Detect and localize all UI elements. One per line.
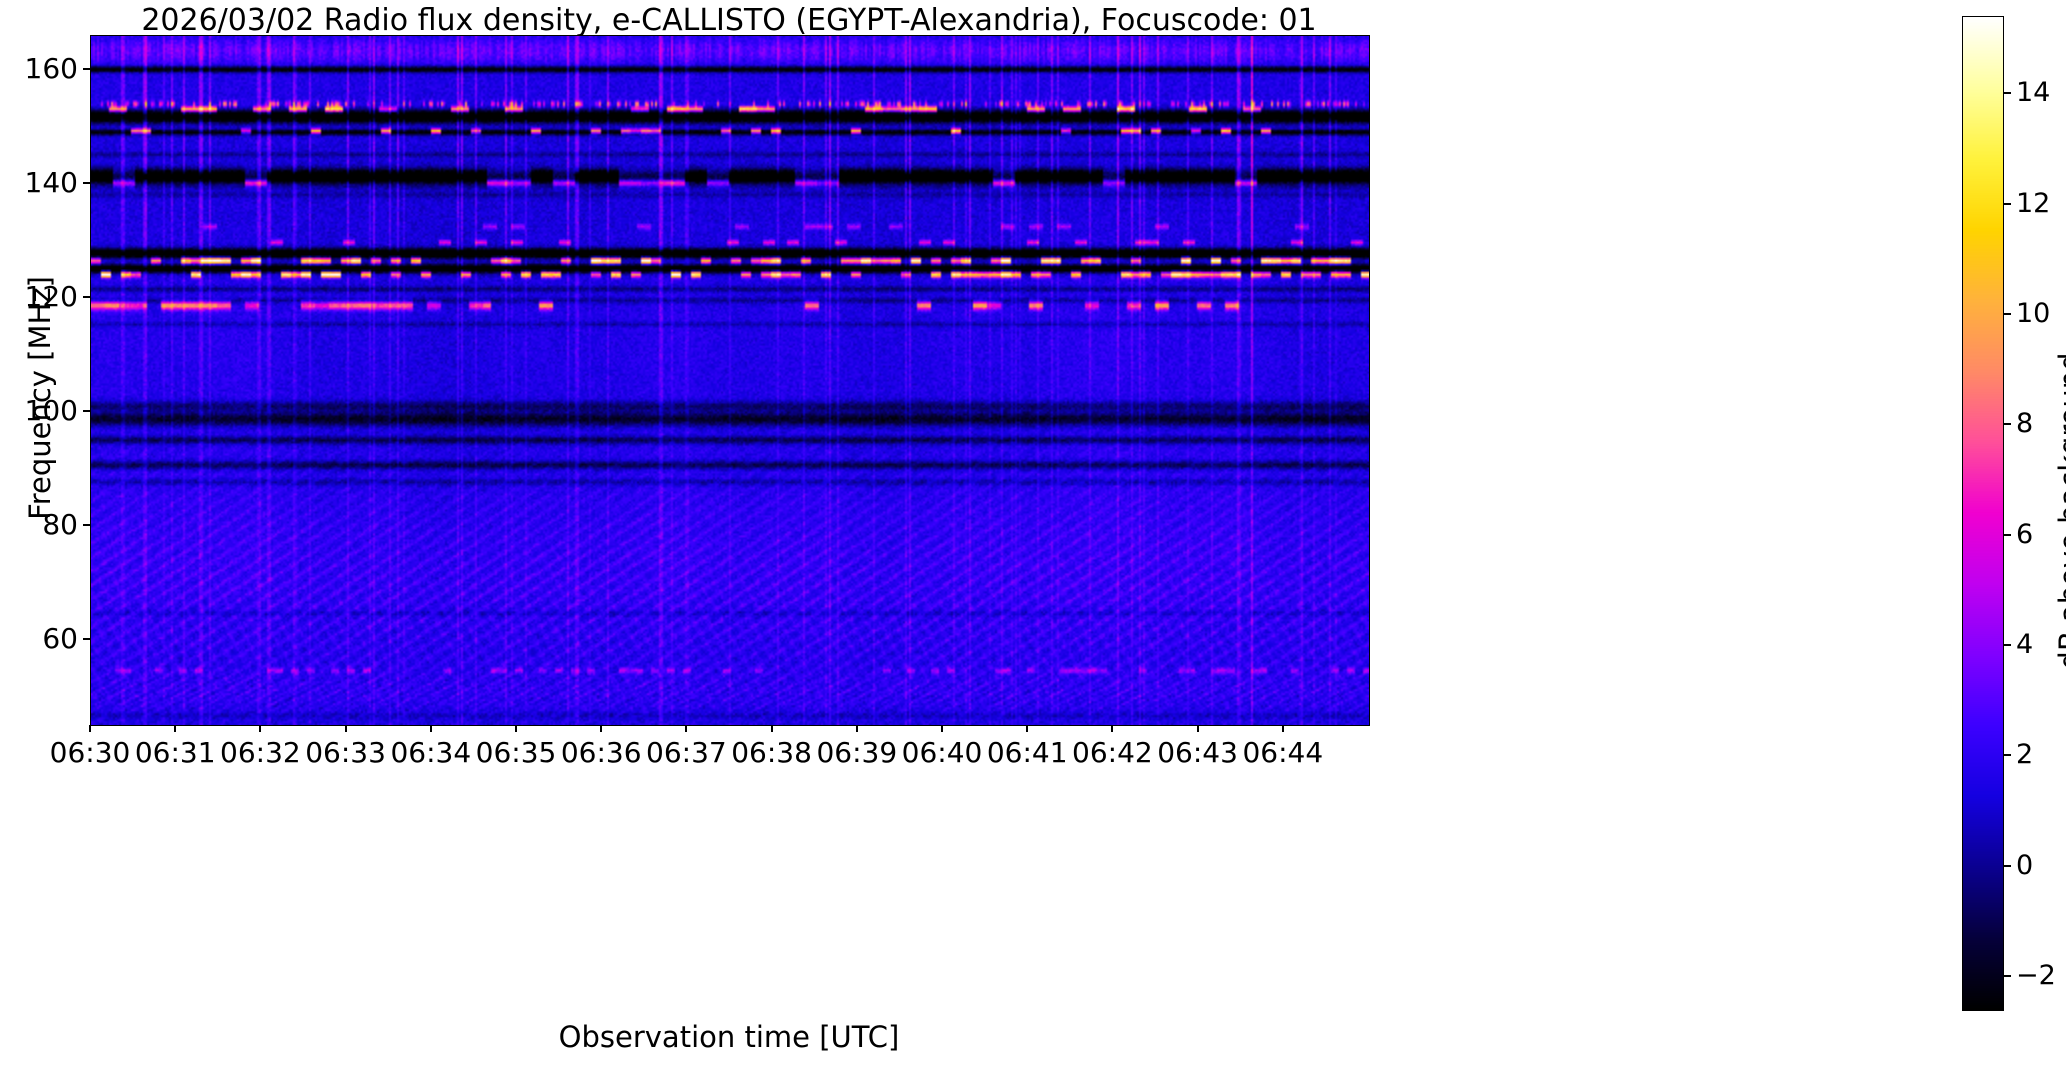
x-tick-label: 06:42 bbox=[1072, 736, 1153, 769]
y-tick-mark bbox=[83, 182, 90, 185]
y-axis-label: Frequency [MHz] bbox=[23, 276, 57, 520]
y-tick-label: 80 bbox=[42, 507, 78, 541]
x-tick-mark bbox=[1026, 725, 1029, 732]
x-tick-label: 06:30 bbox=[49, 736, 131, 769]
x-tick-mark bbox=[1196, 725, 1199, 732]
y-tick-mark bbox=[83, 523, 90, 526]
y-tick-label: 160 bbox=[24, 52, 78, 86]
y-axis-label-wrapper: Frequency [MHz] bbox=[8, 35, 57, 725]
colorbar-tick-mark bbox=[2004, 202, 2011, 205]
x-tick-mark bbox=[1281, 725, 1284, 732]
colorbar-tick-mark bbox=[2004, 423, 2011, 426]
colorbar-tick-mark bbox=[2004, 974, 2011, 977]
x-tick-label: 06:43 bbox=[1157, 736, 1238, 769]
x-tick-mark bbox=[89, 725, 91, 732]
colorbar-tick-label: 6 bbox=[2016, 518, 2034, 550]
y-axis: 60 80 100 120 140 160 bbox=[0, 35, 90, 726]
colorbar-tick-label: 2 bbox=[2016, 739, 2034, 771]
colorbar-tick-label: −2 bbox=[2016, 959, 2056, 991]
y-tick-label: 60 bbox=[42, 621, 78, 655]
x-tick-mark bbox=[515, 725, 517, 732]
colorbar-tick-mark bbox=[2004, 92, 2011, 95]
y-tick-mark bbox=[83, 409, 90, 412]
y-tick-mark bbox=[83, 68, 90, 71]
colorbar-tick-label: 0 bbox=[2016, 849, 2034, 881]
colorbar-label-wrapper: dB above background bbox=[2048, 16, 2066, 1009]
x-tick-label: 06:37 bbox=[646, 736, 727, 769]
colorbar: dB above background −2 0 2 4 6 8 10 12 14 bbox=[1962, 16, 2066, 1025]
x-tick-label: 06:32 bbox=[220, 736, 301, 769]
x-axis-label: Observation time [UTC] bbox=[558, 1020, 900, 1054]
colorbar-tick-mark bbox=[2004, 643, 2011, 646]
x-tick-mark bbox=[344, 725, 347, 732]
x-tick-label: 06:39 bbox=[816, 736, 898, 769]
spectrogram-image bbox=[91, 36, 1369, 725]
colorbar-tick-mark bbox=[2004, 864, 2011, 867]
x-tick-label: 06:34 bbox=[390, 736, 472, 769]
x-tick-label: 06:40 bbox=[901, 736, 983, 769]
y-tick-label: 120 bbox=[24, 279, 78, 313]
x-tick-mark bbox=[429, 725, 432, 732]
x-tick-mark bbox=[941, 725, 943, 732]
colorbar-tick-mark bbox=[2004, 533, 2011, 536]
colorbar-frame bbox=[1962, 16, 2004, 1011]
x-tick-mark bbox=[259, 725, 262, 732]
x-axis: 06:30 06:31 06:32 06:33 06:34 06:35 06:36 06:37… bbox=[50, 725, 1370, 786]
colorbar-tick-label: 4 bbox=[2016, 628, 2034, 660]
x-tick-mark bbox=[685, 725, 688, 732]
x-tick-mark bbox=[174, 725, 177, 732]
page-title: 2026/03/02 Radio flux density, e-CALLIST… bbox=[141, 2, 1317, 38]
colorbar-tick-label: 10 bbox=[2016, 297, 2051, 329]
x-tick-mark bbox=[1111, 725, 1114, 732]
x-tick-label: 06:35 bbox=[475, 736, 557, 769]
x-tick-label: 06:38 bbox=[731, 736, 812, 769]
y-tick-label: 140 bbox=[24, 166, 78, 200]
spectrogram-plot-area bbox=[90, 35, 1370, 726]
x-tick-mark bbox=[770, 725, 773, 732]
colorbar-tick-label: 12 bbox=[2016, 187, 2051, 219]
colorbar-tick-mark bbox=[2004, 754, 2011, 757]
x-tick-label: 06:44 bbox=[1242, 736, 1324, 769]
colorbar-gradient bbox=[1963, 17, 2003, 1010]
x-tick-label: 06:41 bbox=[986, 736, 1068, 769]
colorbar-label: dB above background bbox=[2053, 352, 2066, 670]
x-tick-label: 06:31 bbox=[134, 736, 216, 769]
y-tick-mark bbox=[83, 637, 90, 640]
colorbar-tick-label: 14 bbox=[2016, 77, 2051, 109]
y-tick-label: 100 bbox=[24, 393, 78, 427]
x-tick-mark bbox=[600, 725, 603, 732]
colorbar-tick-label: 8 bbox=[2016, 408, 2034, 440]
x-tick-label: 06:33 bbox=[305, 736, 386, 769]
x-tick-mark bbox=[855, 725, 858, 732]
x-tick-label: 06:36 bbox=[560, 736, 642, 769]
y-tick-mark bbox=[83, 295, 90, 298]
colorbar-tick-mark bbox=[2004, 312, 2011, 315]
